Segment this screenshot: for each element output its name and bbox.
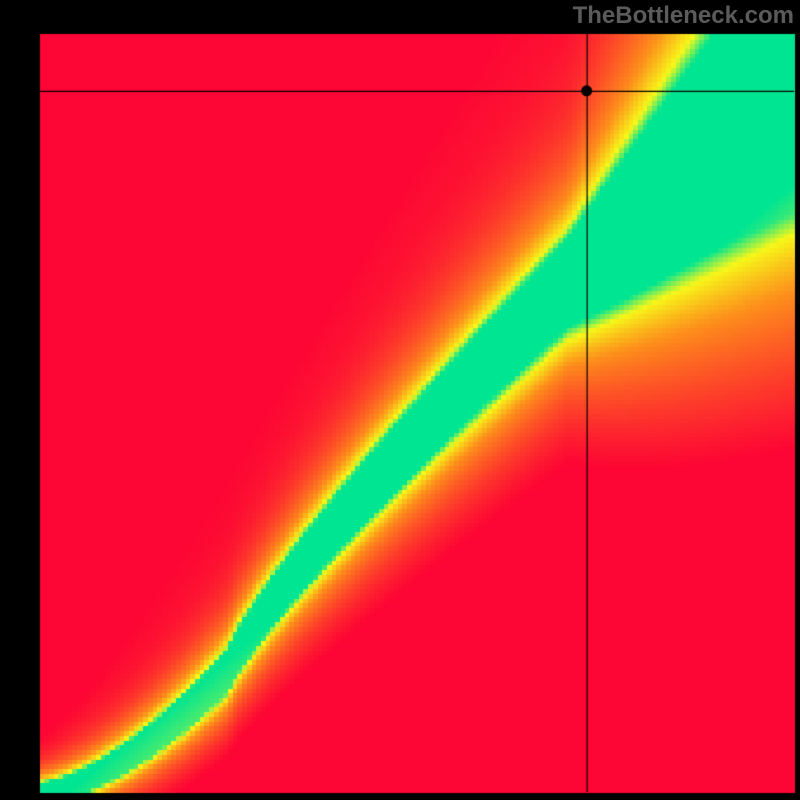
crosshair-overlay bbox=[0, 0, 800, 800]
watermark-text: TheBottleneck.com bbox=[573, 2, 794, 30]
chart-container: TheBottleneck.com bbox=[0, 0, 800, 800]
